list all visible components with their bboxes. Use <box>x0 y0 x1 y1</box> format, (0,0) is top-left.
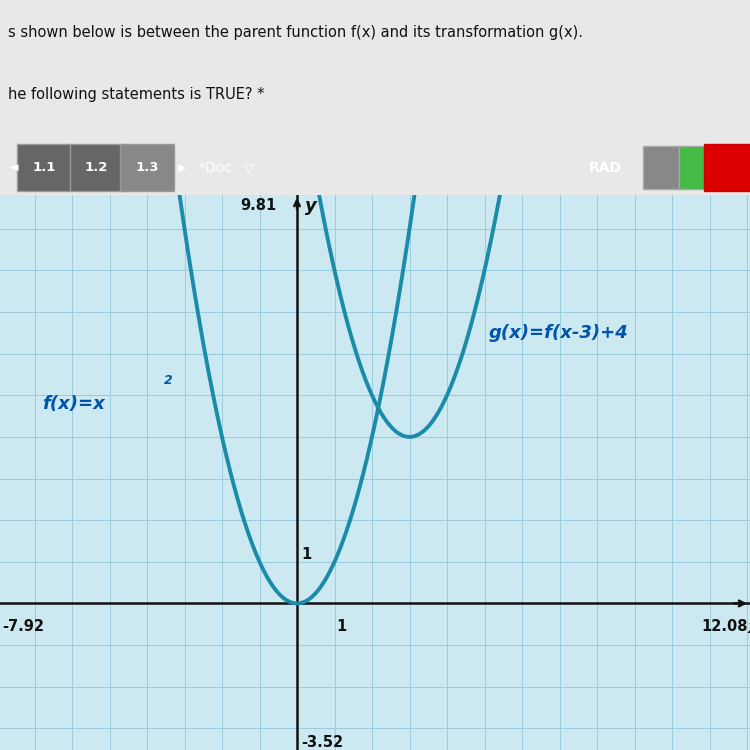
Text: 2: 2 <box>164 374 172 388</box>
Text: y: y <box>305 197 317 215</box>
Text: -7.92: -7.92 <box>2 620 44 634</box>
Text: 1: 1 <box>302 548 312 562</box>
Text: 1: 1 <box>336 620 346 634</box>
Text: f(x)=x: f(x)=x <box>42 394 105 412</box>
FancyBboxPatch shape <box>704 144 750 191</box>
Text: -3.52: -3.52 <box>302 736 344 750</box>
Text: he following statements is TRUE? *: he following statements is TRUE? * <box>8 87 264 102</box>
Text: 1.2: 1.2 <box>85 161 109 174</box>
Text: RAD: RAD <box>589 160 622 175</box>
FancyBboxPatch shape <box>70 144 124 191</box>
Text: g(x)=f(x-3)+4: g(x)=f(x-3)+4 <box>488 324 628 342</box>
Text: 1.1: 1.1 <box>32 161 56 174</box>
Text: x: x <box>748 620 750 638</box>
Text: 9.81: 9.81 <box>240 198 276 213</box>
FancyBboxPatch shape <box>679 146 707 189</box>
Text: ◄: ◄ <box>9 161 19 174</box>
Text: *Doc: *Doc <box>199 160 232 175</box>
Text: 1.3: 1.3 <box>135 161 159 174</box>
Text: ▽: ▽ <box>244 162 254 175</box>
FancyBboxPatch shape <box>17 144 71 191</box>
FancyBboxPatch shape <box>120 144 174 191</box>
FancyBboxPatch shape <box>643 146 682 189</box>
Text: ▶: ▶ <box>178 163 186 172</box>
Text: 12.08: 12.08 <box>702 620 748 634</box>
Text: s shown below is between the parent function f(x) and its transformation g(x).: s shown below is between the parent func… <box>8 26 583 40</box>
